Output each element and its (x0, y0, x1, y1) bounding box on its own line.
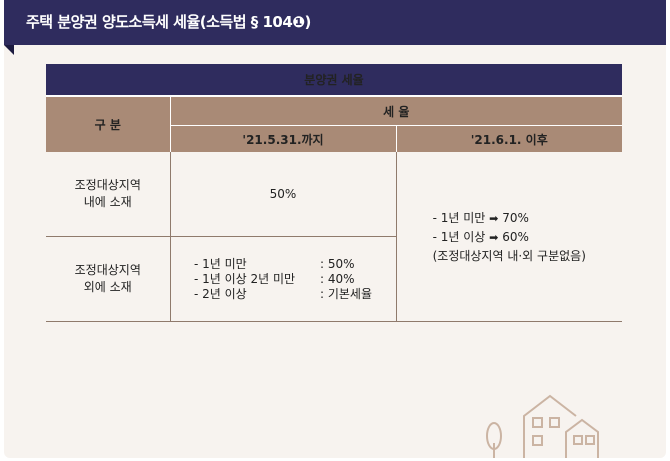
rate-after-merged: - 1년 미만 ➡ 70% - 1년 이상 ➡ 60% (조정대상지역 내·외 … (396, 152, 622, 322)
col-after-header: '21.6.1. 이후 (396, 125, 622, 152)
table-caption: 분양권 세율 (46, 64, 622, 97)
tax-rate-table: 분양권 세율 구 분 세 율 '21.5.31.까지 '21.6.1. 이후 조… (46, 64, 622, 322)
house-icon (486, 394, 599, 458)
table-row: 조정대상지역 외에 소재 - 1년 미만: 50% - 1년 이상 2년 미만: … (46, 236, 622, 322)
row-label: 조정대상지역 내에 소재 (46, 152, 171, 237)
header-bar: 주택 분양권 양도소득세 세율(소득법 § 104❶) (4, 0, 666, 55)
page-title: 주택 분양권 양도소득세 세율(소득법 § 104❶) (26, 13, 311, 31)
gubun-header: 구 분 (46, 96, 171, 152)
rate-before-inside: 50% (170, 152, 397, 237)
table-row: 조정대상지역 내에 소재 50% - 1년 미만 ➡ 70% - 1년 이상 ➡ … (46, 152, 622, 322)
arrow-right-icon: ➡ (489, 211, 499, 225)
arrow-right-icon: ➡ (489, 230, 499, 244)
rate-header: 세 율 (170, 96, 622, 126)
col-before-header: '21.5.31.까지 (170, 125, 397, 152)
rate-before-outside: - 1년 미만: 50% - 1년 이상 2년 미만: 40% - 2년 이상:… (170, 236, 397, 322)
row-label: 조정대상지역 외에 소재 (46, 236, 171, 322)
